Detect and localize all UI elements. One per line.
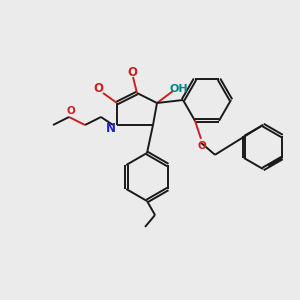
Text: O: O xyxy=(67,106,75,116)
Text: O: O xyxy=(198,141,206,151)
Text: O: O xyxy=(127,65,137,79)
Text: N: N xyxy=(106,122,116,134)
Text: OH: OH xyxy=(170,84,188,94)
Text: O: O xyxy=(93,82,103,95)
